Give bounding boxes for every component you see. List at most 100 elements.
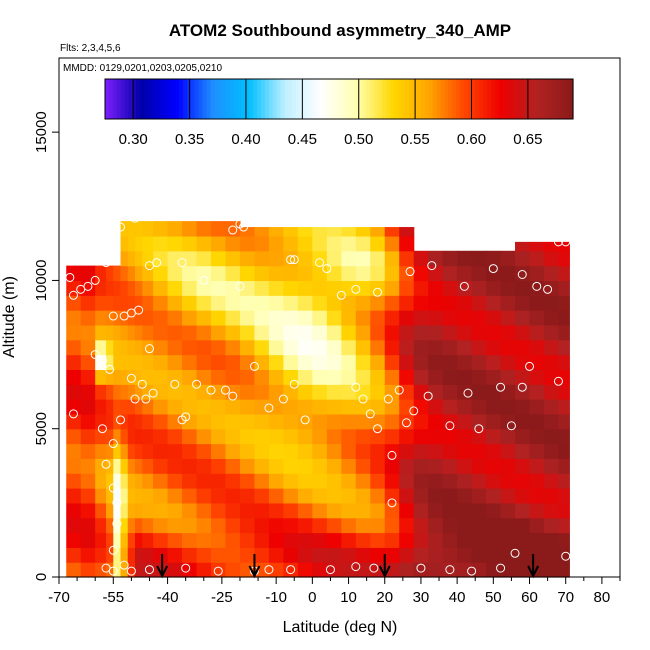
arrow-marker <box>248 554 261 579</box>
heatmap-cell <box>326 339 342 356</box>
heatmap-cell <box>413 339 429 356</box>
heatmap-cell <box>428 295 444 311</box>
heatmap-cell <box>486 369 502 385</box>
flight-point <box>105 364 115 374</box>
heatmap-cell <box>225 250 241 267</box>
heatmap-cell <box>486 399 502 415</box>
heatmap-cell <box>142 384 154 400</box>
heatmap-cell <box>142 250 154 267</box>
colorbar-swatch <box>530 79 535 119</box>
heatmap-cell <box>515 532 531 548</box>
heatmap-cell <box>182 517 198 534</box>
colorbar-swatch <box>307 79 313 119</box>
heatmap-cell <box>384 399 400 415</box>
heatmap-cell <box>442 473 458 489</box>
heatmap-cell <box>127 517 136 534</box>
heatmap-cell <box>80 324 96 341</box>
heatmap-cell <box>120 458 129 474</box>
heatmap-cell <box>471 458 487 474</box>
heatmap-cell <box>239 473 256 489</box>
heatmap-cell <box>211 310 227 326</box>
heatmap-cell <box>95 295 107 311</box>
heatmap-cell <box>413 517 429 534</box>
heatmap-cell <box>135 250 143 267</box>
heatmap-cell <box>127 443 136 459</box>
flight-point <box>289 379 299 389</box>
heatmap-cell <box>428 413 444 430</box>
colorbar-swatch <box>296 79 301 119</box>
heatmap-cell <box>529 458 545 474</box>
heatmap-cell <box>413 324 429 341</box>
heatmap-cell <box>135 547 143 563</box>
heatmap-cell <box>95 562 107 578</box>
heatmap-cell <box>312 428 328 445</box>
heatmap-cell <box>127 384 136 400</box>
heatmap-cell <box>384 324 400 341</box>
heatmap-cell <box>558 295 570 311</box>
heatmap-cell <box>113 517 122 534</box>
heatmap-cell <box>95 384 107 400</box>
heatmap-cell <box>399 473 415 489</box>
heatmap-cell <box>120 310 129 326</box>
heatmap-cell <box>135 295 143 311</box>
heatmap-cell <box>182 473 198 489</box>
heatmap-cell <box>312 310 328 326</box>
colorbar-swatch <box>541 79 547 119</box>
heatmap-cell <box>428 265 444 282</box>
colorbar-tick-label: 0.35 <box>175 131 204 148</box>
heatmap-cell <box>297 473 313 489</box>
flight-point <box>278 394 288 404</box>
heatmap-cell <box>120 250 129 267</box>
heatmap-cell <box>66 280 82 296</box>
heatmap-cell <box>211 354 227 370</box>
colorbar-swatch <box>545 79 551 119</box>
colorbar-swatch <box>467 79 473 119</box>
heatmap-cell <box>370 532 386 548</box>
heatmap-cell <box>558 413 570 430</box>
heatmap-cell <box>370 488 386 504</box>
heatmap-cell <box>370 250 386 267</box>
heatmap-cell <box>312 339 328 356</box>
heatmap-cell <box>355 517 371 534</box>
heatmap-cell <box>127 339 136 356</box>
heatmap-cell <box>113 502 122 519</box>
heatmap-cell <box>225 517 241 534</box>
heatmap-cell <box>355 310 371 326</box>
flight-point <box>506 421 516 431</box>
heatmap-cell <box>95 532 107 548</box>
colorbar-swatch <box>272 79 278 119</box>
heatmap-cell <box>66 458 82 474</box>
heatmap-cell <box>106 532 114 548</box>
heatmap-cell <box>211 399 227 415</box>
heatmap-cell <box>66 562 82 578</box>
flight-points-layer <box>65 210 571 576</box>
heatmap-cell <box>558 443 570 459</box>
heatmap-cell <box>399 235 415 252</box>
heatmap-cell <box>254 369 270 385</box>
heatmap-cell <box>297 517 313 534</box>
flight-point <box>220 385 230 395</box>
colorbar-swatch <box>370 79 375 119</box>
heatmap-cell <box>500 265 516 282</box>
heatmap-cell <box>167 295 183 311</box>
heatmap-cell <box>80 339 96 356</box>
heatmap-cell <box>486 280 502 296</box>
heatmap-cell <box>355 250 371 267</box>
heatmap-cell <box>471 517 487 534</box>
heatmap-cell <box>106 428 114 445</box>
heatmap-cell <box>268 562 284 578</box>
colorbar-swatch <box>132 79 137 119</box>
flight-point <box>351 562 361 572</box>
flight-point <box>177 415 187 425</box>
heatmap-cell <box>341 562 357 578</box>
flight-point <box>467 566 477 576</box>
heatmap-cell <box>471 310 487 326</box>
heatmap-cell <box>312 280 328 296</box>
heatmap-cell <box>326 458 342 474</box>
heatmap-cell <box>142 295 154 311</box>
arrow-head <box>527 565 540 579</box>
colorbar-swatch <box>456 79 461 119</box>
heatmap-cell <box>239 458 256 474</box>
flight-point <box>336 290 346 300</box>
heatmap-cell <box>529 265 545 282</box>
